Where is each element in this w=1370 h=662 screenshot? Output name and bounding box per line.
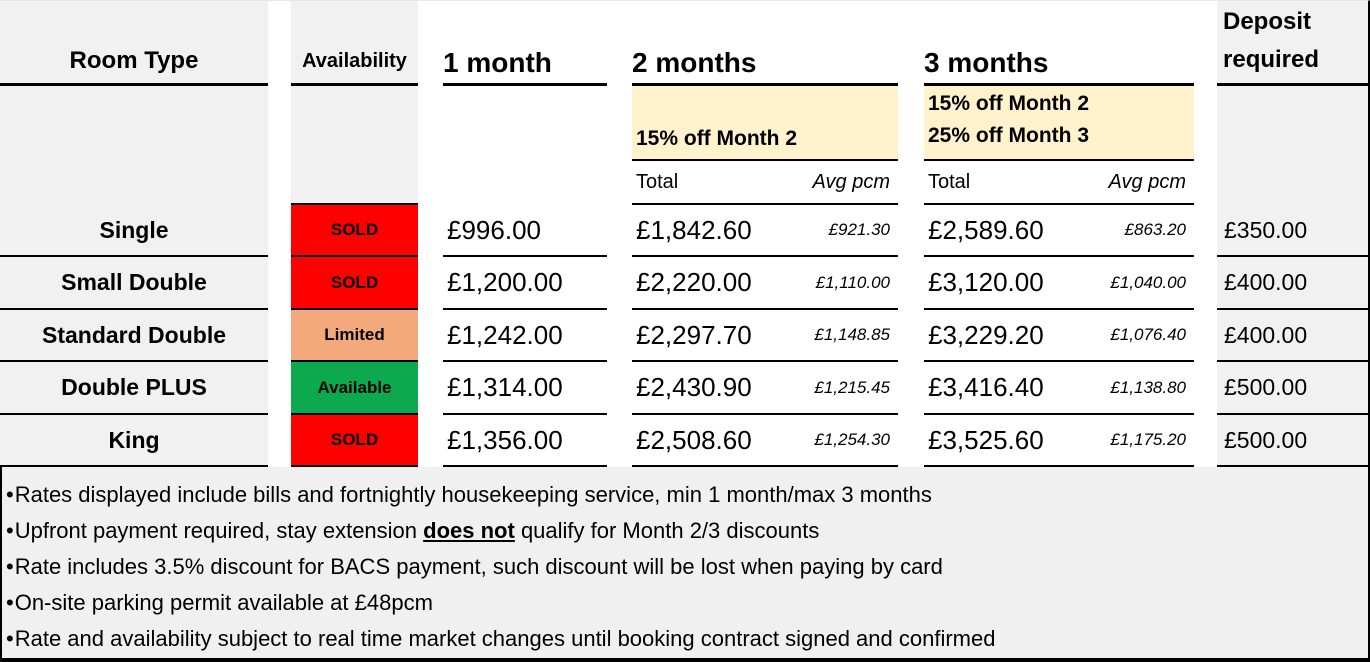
- two-months-total: £2,508.60: [636, 424, 752, 455]
- note-text: On-site parking permit available at £48p…: [14, 590, 433, 615]
- discount-line-2: 25% off Month 3: [928, 124, 1089, 148]
- one-month-price: £1,200.00: [443, 257, 607, 310]
- two-months-cell: £2,508.60 £1,254.30: [632, 415, 898, 467]
- two-months-total: £1,842.60: [636, 214, 752, 245]
- avg-pcm-label: Avg pcm: [812, 170, 890, 193]
- three-months-subheader: Total Avg pcm: [924, 161, 1194, 205]
- deposit-header: Deposit required: [1217, 1, 1368, 86]
- availability-header: Availability: [291, 1, 418, 86]
- availability-badge: SOLD: [291, 257, 418, 310]
- two-months-total: £2,220.00: [636, 267, 752, 297]
- three-months-cell: £3,120.00 £1,040.00: [924, 257, 1194, 310]
- note-line: On-site parking permit available at £48p…: [6, 585, 1368, 621]
- three-months-total: £3,229.20: [928, 319, 1044, 350]
- note-line: Rates displayed include bills and fortni…: [6, 477, 1368, 513]
- note-text: qualify for Month 2/3 discounts: [514, 518, 820, 543]
- availability-spacer: [291, 86, 418, 205]
- two-months-avg: £1,110.00: [815, 272, 890, 292]
- two-months-total: £2,297.70: [636, 319, 752, 350]
- availability-badge: Available: [291, 362, 418, 415]
- one-month-price: £1,314.00: [443, 362, 607, 415]
- two-months-cell: £2,220.00 £1,110.00: [632, 257, 898, 310]
- note-text: Upfront payment required, stay extension: [14, 518, 424, 543]
- three-months-cell: £3,229.20 £1,076.40: [924, 310, 1194, 362]
- discount-line-1: 15% off Month 2: [928, 91, 1089, 115]
- two-months-avg: £1,254.30: [814, 430, 890, 449]
- three-months-total: £2,589.60: [928, 214, 1044, 245]
- room-name-cell: Small Double: [0, 257, 268, 310]
- two-months-cell: £1,842.60 £921.30: [632, 205, 898, 257]
- three-months-total: £3,525.60: [928, 424, 1044, 455]
- three-months-avg: £1,076.40: [1110, 325, 1186, 344]
- three-months-cell: £3,416.40 £1,138.80: [924, 362, 1194, 415]
- two-months-avg: £921.30: [828, 220, 890, 239]
- note-line: Rate includes 3.5% discount for BACS pay…: [6, 549, 1368, 585]
- deposit-cell: £350.00: [1217, 205, 1368, 257]
- three-months-avg: £863.20: [1124, 220, 1186, 239]
- three-months-avg: £1,175.20: [1110, 430, 1186, 449]
- three-months-cell: £2,589.60 £863.20: [924, 205, 1194, 257]
- total-label: Total: [928, 170, 971, 193]
- three-months-discount-lines: 15% off Month 2 25% off Month 3: [928, 88, 1089, 153]
- deposit-cell: £400.00: [1217, 257, 1368, 310]
- note-text: Rate and availability subject to real ti…: [14, 626, 996, 651]
- deposit-spacer: [1217, 86, 1368, 205]
- notes-section: Rates displayed include bills and fortni…: [0, 467, 1368, 658]
- two-months-cell: £2,430.90 £1,215.45: [632, 362, 898, 415]
- three-months-header: 3 months: [924, 1, 1194, 86]
- room-type-spacer: [0, 86, 268, 205]
- availability-badge: SOLD: [291, 205, 418, 257]
- two-months-header: 2 months: [632, 1, 898, 86]
- note-text: Rate includes 3.5% discount for BACS pay…: [14, 554, 943, 579]
- three-months-total: £3,416.40: [928, 372, 1044, 402]
- deposit-cell: £500.00: [1217, 415, 1368, 467]
- two-months-avg: £1,148.85: [814, 325, 890, 344]
- room-name-cell: Double PLUS: [0, 362, 268, 415]
- two-months-cell: £2,297.70 £1,148.85: [632, 310, 898, 362]
- note-text: Rates displayed include bills and fortni…: [14, 482, 932, 507]
- note-emphasis: does not: [423, 518, 515, 543]
- room-type-header: Room Type: [0, 1, 268, 86]
- availability-badge: Limited: [291, 310, 418, 362]
- deposit-cell: £500.00: [1217, 362, 1368, 415]
- availability-badge: SOLD: [291, 415, 418, 467]
- two-months-avg: £1,215.45: [814, 377, 890, 397]
- pricing-table: Room Type Availability 1 month 2 months …: [0, 1, 1368, 467]
- two-months-subheader: Total Avg pcm: [632, 161, 898, 205]
- note-line: Rate and availability subject to real ti…: [6, 621, 1368, 657]
- note-line: Upfront payment required, stay extension…: [6, 513, 1368, 549]
- avg-pcm-label: Avg pcm: [1108, 170, 1186, 193]
- two-months-discount-note: 15% off Month 2: [632, 86, 898, 161]
- room-name-cell: King: [0, 415, 268, 467]
- room-name-cell: Single: [0, 205, 268, 257]
- three-months-avg: £1,040.00: [1110, 272, 1186, 292]
- one-month-header: 1 month: [443, 1, 607, 86]
- three-months-total: £3,120.00: [928, 267, 1044, 297]
- three-months-discount-note: 15% off Month 2 25% off Month 3: [924, 86, 1194, 161]
- one-month-price: £1,356.00: [443, 415, 607, 467]
- room-name-cell: Standard Double: [0, 310, 268, 362]
- deposit-cell: £400.00: [1217, 310, 1368, 362]
- two-months-total: £2,430.90: [636, 372, 752, 402]
- three-months-cell: £3,525.60 £1,175.20: [924, 415, 1194, 467]
- one-month-price: £996.00: [443, 205, 607, 257]
- three-months-avg: £1,138.80: [1110, 377, 1186, 397]
- one-month-price: £1,242.00: [443, 310, 607, 362]
- total-label: Total: [636, 170, 679, 193]
